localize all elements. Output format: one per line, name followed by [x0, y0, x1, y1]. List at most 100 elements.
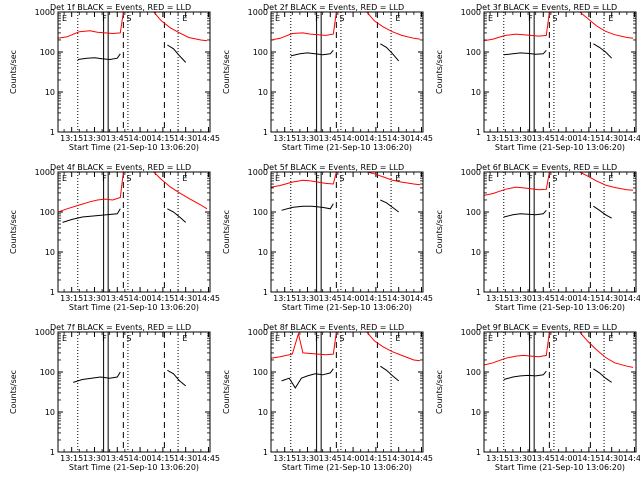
- flag-label: E: [275, 174, 280, 183]
- y-axis-label: Counts/sec: [9, 210, 18, 254]
- lld-series-line: [484, 12, 550, 42]
- x-axis-label: Start Time (21-Sep-10 13:06:20): [282, 463, 412, 472]
- lld-series-line: [271, 332, 337, 359]
- x-tick-label: 13:30: [83, 454, 106, 463]
- y-tick-label: 1000: [461, 8, 481, 17]
- y-tick-label: 1000: [248, 8, 268, 17]
- y-tick-label: 1000: [461, 168, 481, 177]
- chart-title: Det 6f BLACK = Events, RED = LLD: [476, 163, 617, 172]
- y-tick-label: 10: [471, 248, 481, 257]
- x-tick-label: 13:30: [296, 294, 319, 303]
- x-tick-label: 14:00: [342, 454, 365, 463]
- events-series-line: [281, 368, 334, 389]
- x-tick-label: 14:45: [197, 294, 220, 303]
- plot-frame: [483, 331, 637, 453]
- x-tick-label: 13:45: [319, 454, 342, 463]
- plot-frame: [57, 11, 211, 133]
- x-tick-label: 14:00: [342, 134, 365, 143]
- flag-label: E: [608, 14, 613, 23]
- y-tick-label: 1: [476, 128, 481, 137]
- y-tick-label: 10: [258, 408, 268, 417]
- y-axis-label: Counts/sec: [435, 210, 444, 254]
- y-tick-label: 10: [45, 88, 55, 97]
- chart-title: Det 3f BLACK = Events, RED = LLD: [476, 3, 617, 12]
- y-tick-label: 1: [476, 448, 481, 457]
- flag-label: E: [62, 174, 67, 183]
- y-tick-label: 1: [263, 128, 268, 137]
- plot-frame: [270, 171, 424, 293]
- y-tick-label: 100: [40, 208, 55, 217]
- plot-frame: [483, 11, 637, 133]
- lld-series-line: [366, 12, 421, 40]
- y-axis-label: Counts/sec: [222, 210, 231, 254]
- x-tick-label: 14:45: [410, 134, 433, 143]
- x-tick-label: 14:45: [410, 454, 433, 463]
- x-tick-label: 13:45: [106, 454, 129, 463]
- events-series-line: [380, 43, 400, 62]
- flag-label: F: [528, 14, 533, 23]
- plot-frame: [57, 331, 211, 453]
- y-tick-label: 100: [466, 48, 481, 57]
- y-tick-label: 10: [471, 88, 481, 97]
- x-tick-label: 13:30: [509, 454, 532, 463]
- x-tick-label: 13:45: [319, 294, 342, 303]
- flag-label: F: [315, 14, 320, 23]
- flag-label: F: [315, 334, 320, 343]
- y-tick-label: 1: [263, 288, 268, 297]
- y-axis-label: Counts/sec: [222, 50, 231, 94]
- flag-label: E: [275, 334, 280, 343]
- x-tick-label: 13:30: [509, 294, 532, 303]
- x-tick-label: 13:15: [60, 134, 83, 143]
- x-tick-label: 14:15: [577, 294, 600, 303]
- x-tick-label: 14:15: [577, 134, 600, 143]
- lld-series-line: [271, 12, 337, 41]
- flag-label: E: [488, 174, 493, 183]
- flag-label: S: [552, 334, 557, 343]
- flag-label: F: [315, 174, 320, 183]
- x-tick-label: 13:45: [532, 294, 555, 303]
- events-series-line: [62, 208, 121, 223]
- x-tick-label: 14:30: [600, 294, 623, 303]
- y-tick-label: 100: [253, 48, 268, 57]
- events-series-line: [503, 49, 547, 56]
- chart-panel-5: Det 5f BLACK = Events, RED = LLD Counts/s…: [222, 163, 433, 312]
- flag-label: E: [488, 334, 493, 343]
- flag-label: F: [528, 174, 533, 183]
- flag-label: E: [488, 14, 493, 23]
- x-tick-label: 13:15: [60, 454, 83, 463]
- lld-series-line: [579, 172, 634, 191]
- flag-label: S: [339, 174, 344, 183]
- flag-label: S: [339, 14, 344, 23]
- events-series-line: [593, 368, 612, 383]
- y-tick-label: 1: [50, 448, 55, 457]
- chart-title: Det 1f BLACK = Events, RED = LLD: [50, 3, 191, 12]
- y-tick-label: 10: [45, 248, 55, 257]
- flag-label: S: [339, 334, 344, 343]
- x-tick-label: 14:00: [342, 294, 365, 303]
- x-tick-label: 13:30: [296, 454, 319, 463]
- x-tick-label: 13:30: [509, 134, 532, 143]
- flag-label: E: [395, 14, 400, 23]
- y-axis-label: Counts/sec: [435, 50, 444, 94]
- x-tick-label: 13:45: [106, 134, 129, 143]
- y-tick-label: 1000: [248, 168, 268, 177]
- events-series-line: [380, 365, 400, 382]
- x-tick-label: 13:15: [486, 134, 509, 143]
- flag-label: E: [62, 14, 67, 23]
- chart-title: Det 7f BLACK = Events, RED = LLD: [50, 323, 191, 332]
- chart-panel-3: Det 3f BLACK = Events, RED = LLD Counts/s…: [435, 3, 640, 152]
- y-tick-label: 100: [40, 48, 55, 57]
- x-axis-label: Start Time (21-Sep-10 13:06:20): [495, 143, 625, 152]
- x-tick-label: 13:45: [106, 294, 129, 303]
- flag-label: S: [552, 14, 557, 23]
- x-tick-label: 14:00: [129, 454, 152, 463]
- x-tick-label: 14:15: [364, 294, 387, 303]
- x-tick-label: 13:15: [273, 134, 296, 143]
- y-tick-label: 1: [50, 128, 55, 137]
- x-tick-label: 13:30: [83, 294, 106, 303]
- x-tick-label: 14:30: [174, 134, 197, 143]
- x-axis-label: Start Time (21-Sep-10 13:06:20): [282, 303, 412, 312]
- x-tick-label: 14:30: [387, 294, 410, 303]
- x-axis-label: Start Time (21-Sep-10 13:06:20): [69, 303, 199, 312]
